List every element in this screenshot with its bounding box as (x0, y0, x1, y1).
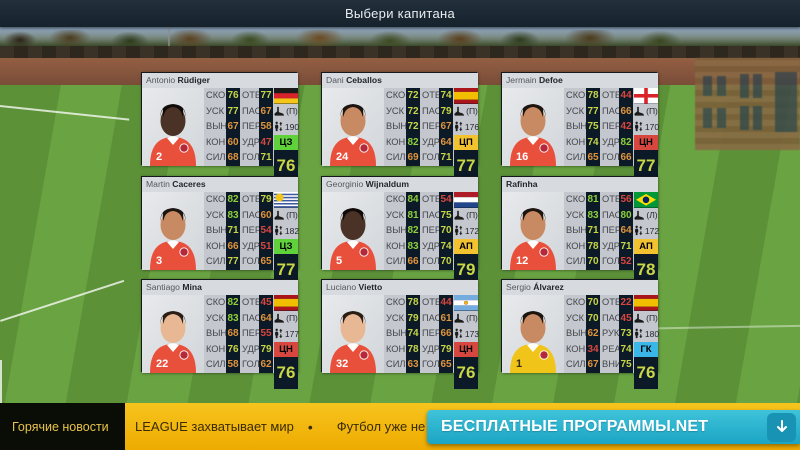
svg-text:22: 22 (156, 358, 168, 370)
svg-text:32: 32 (336, 358, 348, 370)
svg-text:24: 24 (336, 151, 349, 163)
svg-text:3: 3 (156, 255, 162, 267)
svg-text:12: 12 (516, 255, 528, 267)
svg-text:5: 5 (336, 255, 342, 267)
svg-text:16: 16 (516, 151, 528, 163)
svg-text:1: 1 (516, 358, 522, 370)
svg-text:2: 2 (156, 151, 162, 163)
